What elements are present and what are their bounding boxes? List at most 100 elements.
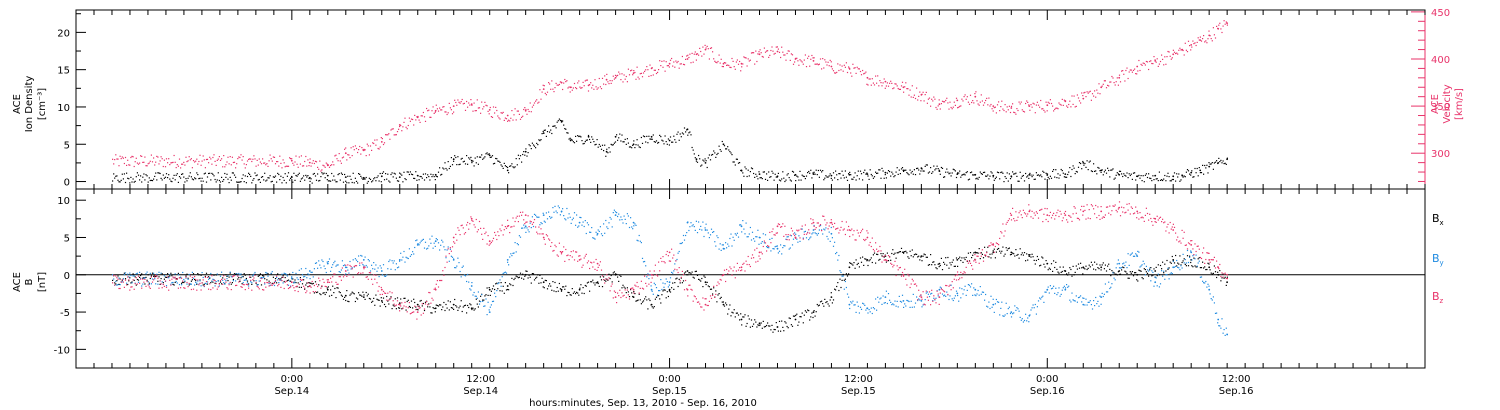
data-point bbox=[1172, 260, 1174, 262]
data-point bbox=[1192, 176, 1194, 178]
data-point bbox=[1139, 270, 1141, 272]
data-point bbox=[866, 83, 868, 85]
data-point bbox=[1126, 267, 1128, 269]
data-point bbox=[682, 133, 685, 135]
data-point bbox=[958, 172, 960, 174]
data-point bbox=[688, 132, 690, 134]
data-point bbox=[163, 275, 165, 277]
data-point bbox=[1016, 307, 1018, 309]
data-point bbox=[761, 178, 763, 180]
data-point bbox=[346, 159, 348, 161]
data-point bbox=[813, 57, 815, 59]
data-point bbox=[815, 233, 817, 235]
data-point bbox=[769, 325, 771, 327]
data-point bbox=[937, 295, 939, 297]
data-point bbox=[555, 127, 557, 129]
anchor-point bbox=[1172, 266, 1175, 269]
data-point bbox=[268, 160, 270, 162]
data-point bbox=[197, 280, 199, 282]
data-point bbox=[864, 304, 866, 306]
data-point bbox=[339, 292, 341, 294]
data-point bbox=[696, 53, 699, 55]
data-point bbox=[733, 309, 735, 311]
data-point bbox=[1003, 181, 1005, 183]
data-point bbox=[388, 303, 390, 305]
data-point bbox=[408, 117, 410, 119]
data-point bbox=[1140, 63, 1142, 65]
data-point bbox=[432, 106, 434, 108]
data-point bbox=[149, 277, 151, 280]
data-point bbox=[141, 181, 143, 183]
data-point bbox=[1111, 169, 1113, 171]
data-point bbox=[1175, 52, 1177, 55]
data-point bbox=[440, 109, 442, 111]
data-point bbox=[654, 298, 656, 300]
data-point bbox=[334, 273, 336, 275]
data-point bbox=[871, 261, 873, 264]
data-point bbox=[258, 158, 260, 160]
data-point bbox=[204, 276, 206, 278]
data-point bbox=[563, 82, 565, 84]
data-point bbox=[640, 242, 642, 244]
data-point bbox=[591, 227, 593, 229]
data-point bbox=[576, 214, 578, 216]
data-point bbox=[811, 233, 813, 235]
data-point bbox=[1036, 174, 1038, 176]
data-point bbox=[1070, 301, 1072, 303]
data-point bbox=[224, 172, 226, 175]
data-point bbox=[598, 285, 600, 287]
data-point bbox=[251, 283, 253, 285]
data-point bbox=[1088, 301, 1090, 303]
data-point bbox=[1060, 104, 1062, 106]
data-point bbox=[1050, 177, 1053, 179]
data-point bbox=[148, 177, 150, 179]
data-point bbox=[573, 259, 576, 261]
data-point bbox=[209, 156, 211, 158]
data-point bbox=[1163, 272, 1165, 274]
data-point bbox=[619, 289, 621, 291]
data-point bbox=[886, 252, 888, 254]
data-point bbox=[123, 173, 125, 175]
data-point bbox=[1014, 112, 1016, 114]
data-point bbox=[757, 53, 759, 55]
data-point bbox=[919, 259, 921, 261]
data-point bbox=[945, 99, 947, 101]
data-point bbox=[522, 227, 524, 229]
data-point bbox=[1073, 95, 1075, 97]
data-point bbox=[658, 141, 660, 144]
data-point bbox=[488, 244, 490, 246]
data-point bbox=[746, 65, 748, 67]
data-point bbox=[333, 164, 335, 166]
data-point bbox=[188, 273, 190, 276]
data-point bbox=[951, 261, 953, 263]
data-point bbox=[714, 152, 716, 154]
data-point bbox=[482, 300, 484, 302]
data-point bbox=[218, 156, 220, 158]
data-point bbox=[372, 142, 374, 144]
data-point bbox=[1193, 43, 1195, 45]
data-point bbox=[1121, 267, 1123, 269]
data-point bbox=[927, 172, 929, 174]
data-point bbox=[264, 172, 266, 174]
anchor-point bbox=[524, 273, 527, 276]
data-point bbox=[630, 288, 632, 290]
data-point bbox=[680, 277, 682, 279]
data-point bbox=[537, 102, 539, 104]
data-point bbox=[623, 294, 625, 296]
data-point bbox=[230, 289, 232, 291]
data-point bbox=[748, 60, 750, 62]
data-point bbox=[495, 234, 497, 236]
data-point bbox=[608, 147, 610, 149]
data-point bbox=[599, 276, 601, 278]
data-point bbox=[155, 172, 157, 174]
data-point bbox=[419, 121, 421, 123]
data-point bbox=[591, 262, 593, 264]
data-point bbox=[154, 164, 156, 166]
data-point bbox=[1166, 175, 1168, 177]
data-point bbox=[932, 261, 934, 263]
data-point bbox=[1132, 172, 1135, 174]
data-point bbox=[260, 277, 263, 280]
data-point bbox=[305, 267, 307, 270]
data-point bbox=[882, 253, 884, 255]
data-point bbox=[337, 264, 339, 266]
